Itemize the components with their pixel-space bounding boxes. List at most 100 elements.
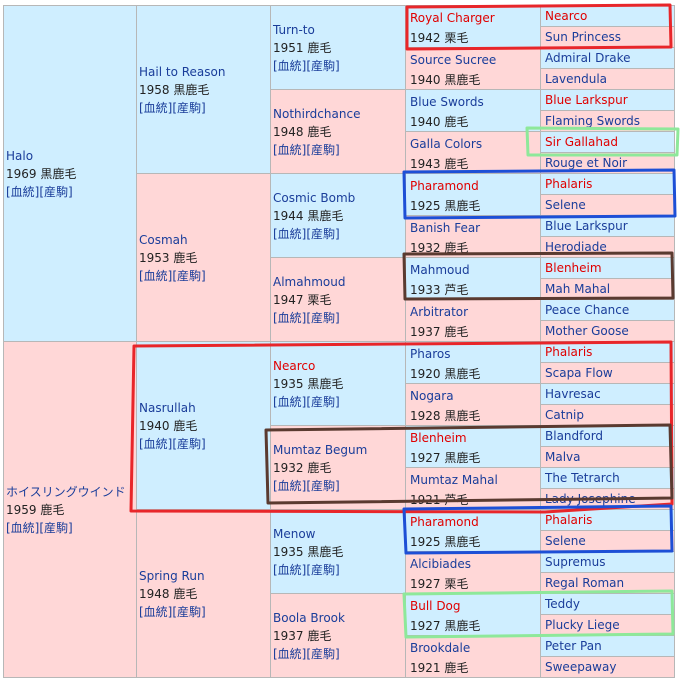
horse-cell-g3: Mumtaz Begum 1932 鹿毛 [血統][産駒] <box>270 425 406 510</box>
horse-name-link[interactable]: Peace Chance <box>545 303 630 317</box>
horse-name-link[interactable]: Mahmoud <box>410 263 470 277</box>
horse-cell-g4: Nogara 1928 黒鹿毛 <box>405 383 541 426</box>
horse-name-link[interactable]: Hail to Reason <box>139 64 226 79</box>
horse-year-color: 1927 黒鹿毛 <box>410 619 481 633</box>
horse-cell-g5: Scapa Flow <box>540 362 675 384</box>
horse-name-link[interactable]: Pharamond <box>410 515 479 529</box>
horse-name-link[interactable]: Blenheim <box>410 431 467 445</box>
horse-name-link[interactable]: Pharos <box>410 347 451 361</box>
horse-name-link[interactable]: Catnip <box>545 408 584 422</box>
pedigree-progeny-links[interactable]: [血統][産駒] <box>273 310 340 325</box>
horse-cell-g5: Sweepaway <box>540 656 675 678</box>
horse-name-link[interactable]: Nearco <box>545 9 588 23</box>
horse-name-link[interactable]: Selene <box>545 198 586 212</box>
pedigree-progeny-links[interactable]: [血統][産駒] <box>139 100 206 115</box>
horse-cell-g5: Blenheim <box>540 257 675 279</box>
horse-name-link[interactable]: Cosmah <box>139 232 188 247</box>
horse-name-link[interactable]: Turn-to <box>273 22 315 37</box>
horse-year-color: 1933 芦毛 <box>410 283 469 297</box>
horse-name-link[interactable]: Arbitrator <box>410 305 469 319</box>
horse-name-link[interactable]: Blandford <box>545 429 604 443</box>
horse-name-link[interactable]: Herodiade <box>545 240 607 254</box>
horse-name-link[interactable]: Phalaris <box>545 513 593 527</box>
horse-name-link[interactable]: Sir Gallahad <box>545 135 618 149</box>
horse-name-link[interactable]: Source Sucree <box>410 53 497 67</box>
horse-name-link[interactable]: Spring Run <box>139 568 205 583</box>
horse-name-link[interactable]: Blue Larkspur <box>545 219 628 233</box>
pedigree-progeny-links[interactable]: [血統][産駒] <box>273 142 340 157</box>
horse-name-link[interactable]: Phalaris <box>545 177 593 191</box>
horse-name-link[interactable]: Nogara <box>410 389 454 403</box>
horse-name-link[interactable]: Malva <box>545 450 581 464</box>
horse-name-link[interactable]: Blue Swords <box>410 95 484 109</box>
horse-name-link[interactable]: Mumtaz Mahal <box>410 473 498 487</box>
pedigree-progeny-links[interactable]: [血統][産駒] <box>139 268 206 283</box>
horse-name-link[interactable]: Lavendula <box>545 72 608 86</box>
horse-name-link[interactable]: Havresac <box>545 387 601 401</box>
horse-cell-g5: Phalaris <box>540 341 675 363</box>
horse-name-link[interactable]: Plucky Liege <box>545 618 620 632</box>
pedigree-progeny-links[interactable]: [血統][産駒] <box>273 58 340 73</box>
horse-name-link[interactable]: Mother Goose <box>545 324 629 338</box>
horse-name-link[interactable]: Banish Fear <box>410 221 481 235</box>
horse-name-link[interactable]: Blenheim <box>545 261 602 275</box>
pedigree-progeny-links[interactable]: [血統][産駒] <box>139 436 206 451</box>
horse-name-link[interactable]: Brookdale <box>410 641 471 655</box>
pedigree-progeny-links[interactable]: [血統][産駒] <box>273 646 340 661</box>
horse-cell-g3: Nothirdchance 1948 鹿毛 [血統][産駒] <box>270 89 406 174</box>
horse-cell-g5: Malva <box>540 446 675 468</box>
horse-name-link[interactable]: Mah Mahal <box>545 282 611 296</box>
horse-name-link[interactable]: Nasrullah <box>139 400 196 415</box>
horse-cell-g5: Mother Goose <box>540 320 675 342</box>
horse-cell-g5: Rouge et Noir <box>540 152 675 174</box>
horse-name-link[interactable]: Royal Charger <box>410 11 495 25</box>
horse-year-color: 1937 鹿毛 <box>273 628 332 643</box>
horse-name-link[interactable]: Cosmic Bomb <box>273 190 356 205</box>
pedigree-progeny-links[interactable]: [血統][産駒] <box>273 226 340 241</box>
horse-name-link[interactable]: Menow <box>273 526 316 541</box>
horse-name-link[interactable]: Nearco <box>273 358 316 373</box>
horse-name-link[interactable]: Lady Josephine <box>545 492 636 506</box>
horse-name-link[interactable]: Flaming Swords <box>545 114 641 128</box>
horse-name-link[interactable]: The Tetrarch <box>545 471 620 485</box>
horse-cell-g3: Menow 1935 黒鹿毛 [血統][産駒] <box>270 509 406 594</box>
horse-name-link[interactable]: Rouge et Noir <box>545 156 628 170</box>
horse-name-link[interactable]: Peter Pan <box>545 639 602 653</box>
pedigree-progeny-links[interactable]: [血統][産駒] <box>273 478 340 493</box>
horse-name-link[interactable]: Supremus <box>545 555 606 569</box>
horse-name-link[interactable]: Teddy <box>545 597 581 611</box>
horse-name-link[interactable]: Selene <box>545 534 586 548</box>
horse-name-link[interactable]: Admiral Drake <box>545 51 631 65</box>
horse-year-color: 1958 黒鹿毛 <box>139 82 210 97</box>
horse-cell-g5: Havresac <box>540 383 675 405</box>
horse-cell-g5: Blue Larkspur <box>540 89 675 111</box>
horse-year-color: 1920 黒鹿毛 <box>410 367 481 381</box>
horse-name-link[interactable]: Bull Dog <box>410 599 461 613</box>
horse-name-link[interactable]: Sun Princess <box>545 30 622 44</box>
pedigree-progeny-links[interactable]: [血統][産駒] <box>273 394 340 409</box>
horse-cell-g5: Selene <box>540 194 675 216</box>
horse-cell-g5: Regal Roman <box>540 572 675 594</box>
horse-name-link[interactable]: Mumtaz Begum <box>273 442 368 457</box>
pedigree-progeny-links[interactable]: [血統][産駒] <box>6 184 73 199</box>
pedigree-progeny-links[interactable]: [血統][産駒] <box>6 520 73 535</box>
horse-name-link[interactable]: Sweepaway <box>545 660 617 674</box>
pedigree-progeny-links[interactable]: [血統][産駒] <box>139 604 206 619</box>
horse-year-color: 1927 黒鹿毛 <box>410 451 481 465</box>
horse-name-link[interactable]: ホイスリングウインド <box>6 484 126 499</box>
horse-name-link[interactable]: Galla Colors <box>410 137 483 151</box>
horse-cell-g5: Blue Larkspur <box>540 215 675 237</box>
horse-name-link[interactable]: Alcibiades <box>410 557 472 571</box>
horse-name-link[interactable]: Blue Larkspur <box>545 93 628 107</box>
horse-name-link[interactable]: Boola Brook <box>273 610 345 625</box>
horse-name-link[interactable]: Pharamond <box>410 179 479 193</box>
horse-year-color: 1925 黒鹿毛 <box>410 199 481 213</box>
horse-cell-g5: Selene <box>540 530 675 552</box>
horse-name-link[interactable]: Phalaris <box>545 345 593 359</box>
horse-name-link[interactable]: Nothirdchance <box>273 106 361 121</box>
pedigree-progeny-links[interactable]: [血統][産駒] <box>273 562 340 577</box>
horse-name-link[interactable]: Almahmoud <box>273 274 346 289</box>
horse-name-link[interactable]: Regal Roman <box>545 576 625 590</box>
horse-name-link[interactable]: Halo <box>6 148 34 163</box>
horse-name-link[interactable]: Scapa Flow <box>545 366 613 380</box>
